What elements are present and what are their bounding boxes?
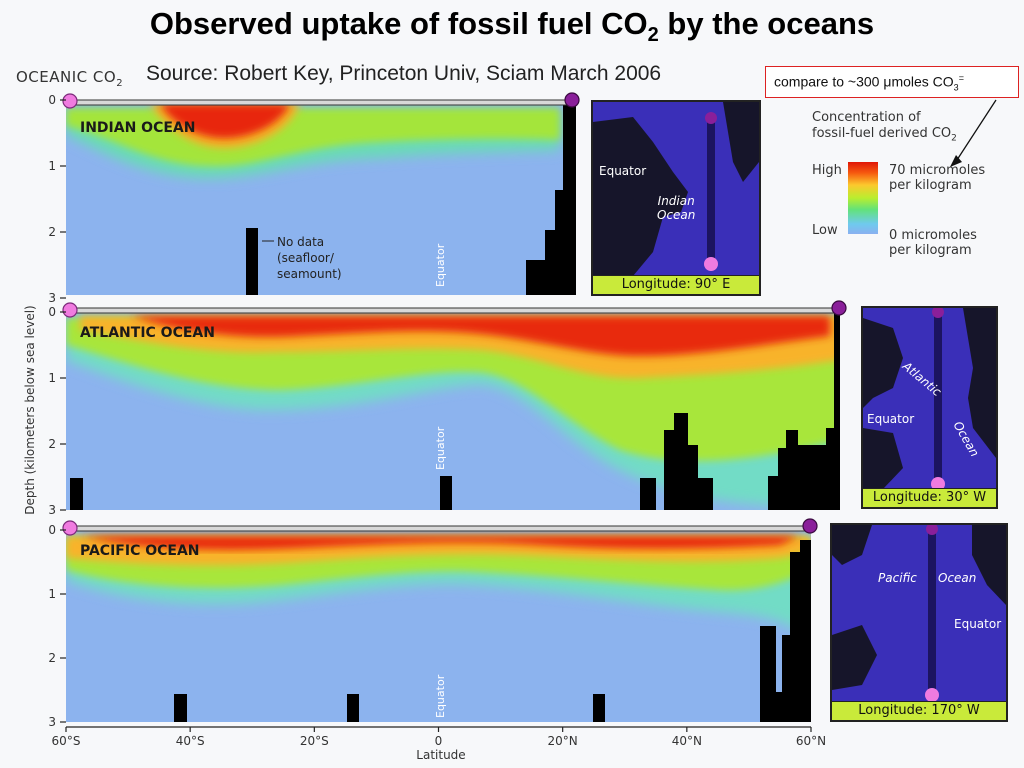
no-data-note: No data (seafloor/ seamount) [262,235,342,281]
x-tick-label: 0 [435,734,443,748]
indian-map-graphic [593,102,759,276]
indian-seafloor [526,104,576,295]
svg-text:seamount): seamount) [277,267,342,281]
atlantic-track [65,307,841,314]
legend-title: Concentration of fossil-fuel derived CO2 [812,110,957,144]
compare-arrow [954,99,997,164]
compare-arrow-head [950,155,962,167]
indian-map-panel: Equator Indian Ocean Longitude: 90° E [591,100,761,296]
page-title: Observed uptake of fossil fuel CO2 by th… [149,6,875,47]
indian-section [66,100,576,295]
compare-note: compare to ~300 μmoles CO3= [765,66,1019,98]
indian-map-label: Indian Ocean [657,194,696,222]
atlantic-map-graphic [863,308,996,489]
legend-high-label: High [812,163,842,178]
indian-map-equator: Equator [599,164,647,178]
atlantic-south-endpoint [62,302,78,318]
y-tick-label: 3 [48,291,56,305]
atlantic-map-equator: Equator [867,412,915,426]
legend-high-value: 70 micromoles per kilogram [889,163,986,193]
atlantic-ridge [664,413,713,510]
indian-south-endpoint [62,93,78,109]
indian-seamount [246,228,258,295]
pacific-equator-label: Equator [434,674,447,718]
figure-tag: OCEANIC CO2 [16,68,124,89]
x-tick-label: 40°S [176,734,205,748]
svg-text:(seafloor/: (seafloor/ [277,251,335,265]
y-tick-label: 1 [48,587,56,601]
atlantic-ocean-label: ATLANTIC OCEAN [80,325,215,341]
pacific-south-endpoint [62,520,78,536]
pacific-seafloor-north [760,540,811,722]
atlantic-section [66,312,840,510]
y-tick-label: 2 [48,225,56,239]
indian-ocean-label: INDIAN OCEAN [80,120,195,136]
atlantic-map-panel: Atlantic Ocean Equator Longitude: 30° W [861,306,998,509]
pacific-ocean-label: PACIFIC OCEAN [80,543,200,559]
pacific-seamount-2 [347,694,359,722]
pacific-map-label-1: Pacific [878,571,917,585]
atlantic-map-longitude: Longitude: 30° W [863,488,996,507]
indian-map-longitude: Longitude: 90° E [593,275,759,294]
indian-north-endpoint [564,92,580,108]
pacific-map-equator: Equator [954,617,1002,631]
y-tick-label: 2 [48,437,56,451]
atlantic-seafloor-north [768,312,840,510]
atlantic-seamount-south [70,478,83,510]
x-tick-label: 20°S [300,734,329,748]
source-line: Source: Robert Key, Princeton Univ, Scia… [146,62,662,85]
y-tick-label: 3 [48,715,56,729]
indian-track [65,99,573,106]
y-tick-label: 1 [48,159,56,173]
y-tick-label: 0 [48,93,56,107]
pacific-map-label-2: Ocean [938,571,977,585]
x-tick-label: 20°N [548,734,578,748]
legend-low-label: Low [812,223,838,238]
indian-red-core [160,104,290,139]
y-axis-label: Depth (kilometers below sea level) [23,305,37,515]
svg-text:No data: No data [277,235,324,249]
x-tick-label: 40°N [672,734,702,748]
pacific-track [65,525,812,532]
pacific-map-graphic [832,525,1006,702]
y-tick-label: 2 [48,651,56,665]
atlantic-seamount-equator [440,476,452,510]
pacific-north-endpoint [802,518,818,534]
pacific-seamount-1 [174,694,187,722]
pacific-map-panel: Pacific Ocean Equator Longitude: 170° W [830,523,1008,722]
atlantic-red-core [130,316,830,356]
x-axis-label: Latitude [416,748,465,762]
atlantic-equator-label: Equator [434,426,447,470]
pacific-seamount-3 [593,694,605,722]
atlantic-north-endpoint [831,300,847,316]
y-tick-label: 3 [48,503,56,517]
indian-equator-label: Equator [434,243,447,287]
legend-low-value: 0 micromoles per kilogram [889,228,977,258]
x-tick-label: 60°N [796,734,826,748]
x-tick-label: 60°S [52,734,81,748]
pacific-map-longitude: Longitude: 170° W [832,701,1006,720]
y-tick-label: 0 [48,305,56,319]
pacific-red-core [80,536,800,550]
pacific-section [66,530,811,722]
legend-colorbar [848,162,878,234]
y-tick-label: 0 [48,523,56,537]
atlantic-seamount-1 [640,478,656,510]
y-tick-label: 1 [48,371,56,385]
